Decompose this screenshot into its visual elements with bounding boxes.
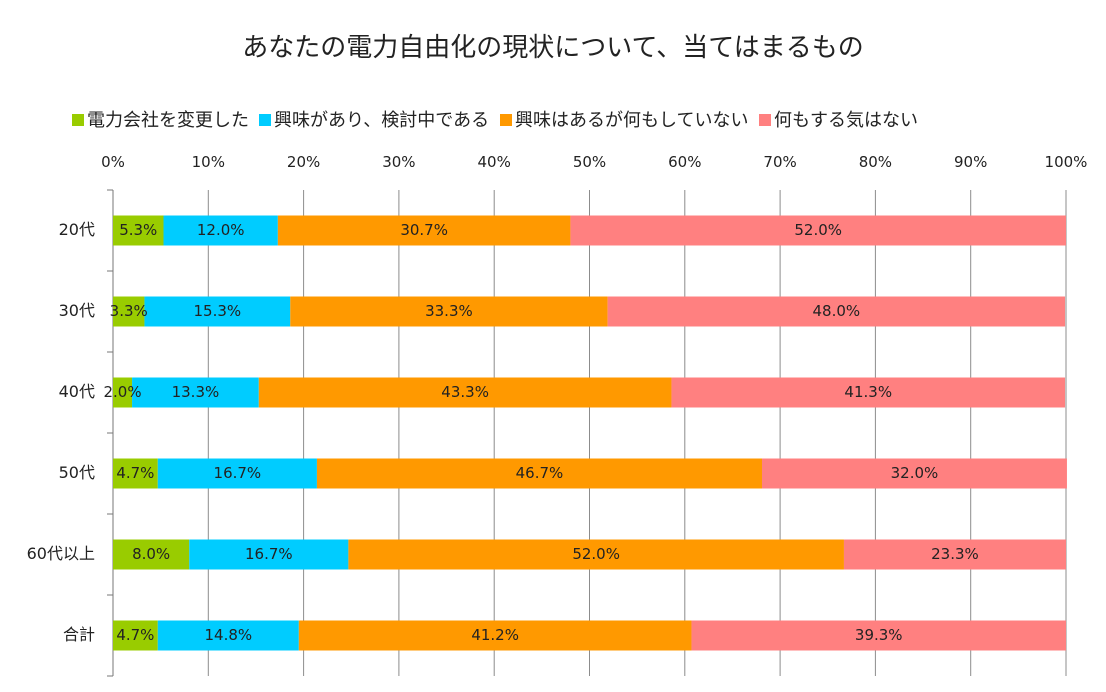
bar-segment [189,539,349,570]
x-tick-label: 30% [382,153,415,171]
category-label: 60代以上 [27,544,95,563]
legend-label: 興味はあるが何もしていない [515,110,748,131]
legend-swatch [259,114,271,126]
category-label: 合計 [63,625,95,644]
bar-segment [113,377,133,408]
bar-segment [761,458,1067,489]
data-label: 13.3% [172,383,220,401]
legend-swatch [72,114,84,126]
gridlines [107,189,1067,677]
category-label: 20代 [59,220,95,239]
bar-segment [671,377,1066,408]
data-label: 48.0% [812,302,860,320]
data-label: 4.7% [116,464,154,482]
bar-segment [113,296,145,327]
x-axis-ticks: 0% 10% 20% 30% 40% 50% 60% 70% 80% 90% 100% [101,153,1087,171]
data-label: 43.3% [441,383,489,401]
bar-segment [316,458,762,489]
data-label: 46.7% [516,464,564,482]
legend-label: 何もする気はない [774,110,918,131]
data-label: 30.7% [400,221,448,239]
x-tick-label: 70% [763,153,796,171]
data-label: 12.0% [197,221,245,239]
data-label: 5.3% [119,221,157,239]
data-label: 52.0% [794,221,842,239]
x-tick-label: 40% [478,153,511,171]
data-label: 33.3% [425,302,473,320]
data-label: 4.7% [116,626,154,644]
bar-segment [113,458,158,489]
legend-label: 電力会社を変更した [87,110,249,131]
x-tick-label: 80% [859,153,892,171]
legend-swatch [759,114,771,126]
legend-swatch [500,114,512,126]
bar-segment [132,377,259,408]
bar-segment [290,296,608,327]
category-label: 50代 [59,463,95,482]
data-label: 2.0% [103,383,141,401]
bar-segment [277,215,571,246]
data-label: 15.3% [194,302,242,320]
bar-segment [348,539,844,570]
data-label: 52.0% [572,545,620,563]
bar-segment [258,377,672,408]
data-label: 16.7% [245,545,293,563]
x-tick-label: 20% [287,153,320,171]
x-tick-label: 0% [101,153,125,171]
data-labels: 5.3% 12.0% 30.7% 52.0% 3.3% 15.3% 33.3% 48.0% 2.… [103,221,978,644]
x-tick-label: 60% [668,153,701,171]
bar-segment [570,215,1066,246]
x-tick-label: 100% [1045,153,1088,171]
bar-segment [157,620,299,651]
data-label: 14.8% [204,626,252,644]
bar-segment [163,215,278,246]
chart-title: あなたの電力自由化の現状について、当てはまるもの [242,33,863,63]
x-tick-label: 10% [192,153,225,171]
data-label: 23.3% [931,545,979,563]
data-label: 8.0% [132,545,170,563]
bar-segment [157,458,317,489]
data-label: 41.2% [471,626,519,644]
bar-segment [113,539,190,570]
category-label: 30代 [59,301,95,320]
data-label: 32.0% [891,464,939,482]
bar-segment [691,620,1066,651]
legend: 電力会社を変更した 興味があり、検討中である 興味はあるが何もしていない 何もする気は… [72,110,918,131]
x-tick-label: 90% [954,153,987,171]
bar-segment [113,620,158,651]
bar-segment [298,620,692,651]
data-label: 3.3% [110,302,148,320]
bar-segment [843,539,1066,570]
data-label: 39.3% [855,626,903,644]
bar-segment [144,296,291,327]
data-label: 41.3% [844,383,892,401]
legend-label: 興味があり、検討中である [274,110,489,131]
bar-segment [607,296,1066,327]
x-tick-label: 50% [573,153,606,171]
category-label: 40代 [59,382,95,401]
bar-segment [113,215,164,246]
data-label: 16.7% [214,464,262,482]
bars [113,215,1067,651]
